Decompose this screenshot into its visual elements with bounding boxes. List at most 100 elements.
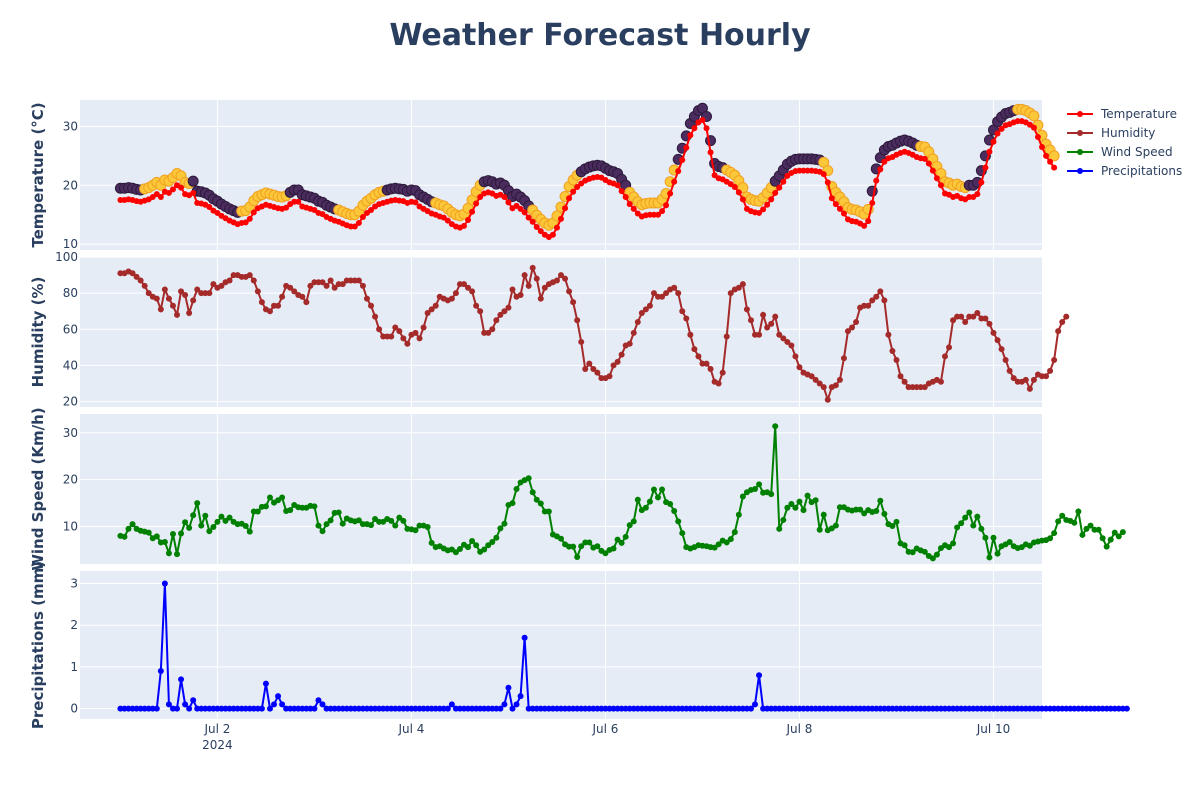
data-point — [687, 132, 694, 139]
data-point — [444, 705, 451, 712]
data-point — [986, 554, 993, 561]
data-point — [485, 542, 492, 549]
data-point — [1071, 519, 1078, 526]
data-point — [1059, 319, 1066, 326]
data-point — [545, 508, 552, 515]
data-point — [594, 369, 601, 376]
y-tick-label: 80 — [63, 286, 78, 300]
data-point — [404, 340, 411, 347]
data-point — [452, 549, 459, 556]
data-point — [469, 208, 476, 215]
data-point — [691, 346, 698, 353]
data-point — [505, 199, 512, 206]
data-point — [865, 302, 872, 309]
data-point — [731, 184, 738, 191]
data-point — [1055, 518, 1062, 525]
data-point — [311, 503, 318, 510]
data-point — [978, 525, 985, 532]
data-point — [420, 324, 427, 331]
data-point — [659, 293, 666, 300]
data-point — [675, 290, 682, 297]
data-point — [840, 210, 847, 217]
data-point — [157, 668, 164, 675]
data-point — [161, 286, 168, 293]
data-point — [355, 219, 362, 226]
data-point — [469, 288, 476, 295]
data-point — [444, 217, 451, 224]
y-tick-label: 0 — [70, 702, 78, 716]
data-point — [974, 310, 981, 317]
legend-item-label: Humidity — [1101, 126, 1155, 140]
data-point — [731, 529, 738, 536]
data-point — [327, 277, 334, 284]
data-point — [840, 355, 847, 362]
data-point — [570, 188, 577, 195]
data-point — [650, 290, 657, 297]
data-point — [929, 167, 936, 174]
y-tick-label: 10 — [63, 520, 78, 534]
data-point — [448, 701, 455, 708]
data-point — [772, 189, 779, 196]
data-point — [157, 306, 164, 313]
data-point — [279, 494, 286, 501]
data-point — [529, 264, 536, 271]
data-point — [226, 277, 233, 284]
legend: Temperature Humidity Wind Speed Precipitati… — [1067, 107, 1182, 178]
data-point — [1034, 134, 1041, 141]
data-point — [929, 555, 936, 562]
y-tick-label: 30 — [63, 426, 78, 440]
data-point — [610, 362, 617, 369]
data-point — [877, 497, 884, 504]
data-point — [921, 384, 928, 391]
data-point — [553, 277, 560, 284]
data-point — [614, 358, 621, 365]
data-point — [869, 199, 876, 206]
y-tick-label: 100 — [55, 250, 78, 264]
data-point — [925, 160, 932, 167]
data-point — [153, 705, 160, 712]
data-point — [178, 288, 185, 295]
data-point — [998, 125, 1005, 132]
data-point — [315, 522, 322, 529]
data-point — [642, 306, 649, 313]
data-point — [525, 214, 532, 221]
data-point — [169, 531, 176, 537]
data-point — [760, 311, 767, 318]
data-point — [250, 209, 257, 216]
data-point — [760, 206, 767, 213]
data-point — [145, 529, 152, 536]
data-point — [974, 191, 981, 198]
data-point — [776, 525, 783, 532]
data-point — [768, 491, 775, 498]
data-point — [206, 528, 213, 535]
data-point — [424, 310, 431, 317]
data-point — [739, 281, 746, 288]
data-point — [1055, 328, 1062, 335]
data-point — [667, 190, 674, 197]
data-point — [501, 520, 508, 527]
data-point — [323, 282, 330, 289]
data-point — [986, 320, 993, 327]
data-point — [994, 550, 1001, 557]
data-point — [853, 319, 860, 326]
y-tick-label: 20 — [63, 178, 78, 192]
data-point — [222, 517, 229, 524]
data-point — [186, 705, 193, 712]
data-point — [473, 200, 480, 207]
data-point — [723, 333, 730, 340]
x-tick-label: Jul 10 — [976, 722, 1011, 736]
data-point — [998, 346, 1005, 353]
data-point — [679, 157, 686, 163]
data-point — [376, 326, 383, 333]
data-point — [485, 329, 492, 336]
data-point — [582, 366, 589, 373]
data-point — [610, 545, 617, 552]
data-point — [501, 701, 508, 708]
data-point — [396, 328, 403, 335]
data-point — [295, 198, 302, 205]
data-point — [202, 512, 209, 519]
data-point — [630, 329, 637, 336]
data-point — [161, 538, 168, 545]
data-point — [574, 553, 581, 560]
data-point — [659, 208, 666, 215]
